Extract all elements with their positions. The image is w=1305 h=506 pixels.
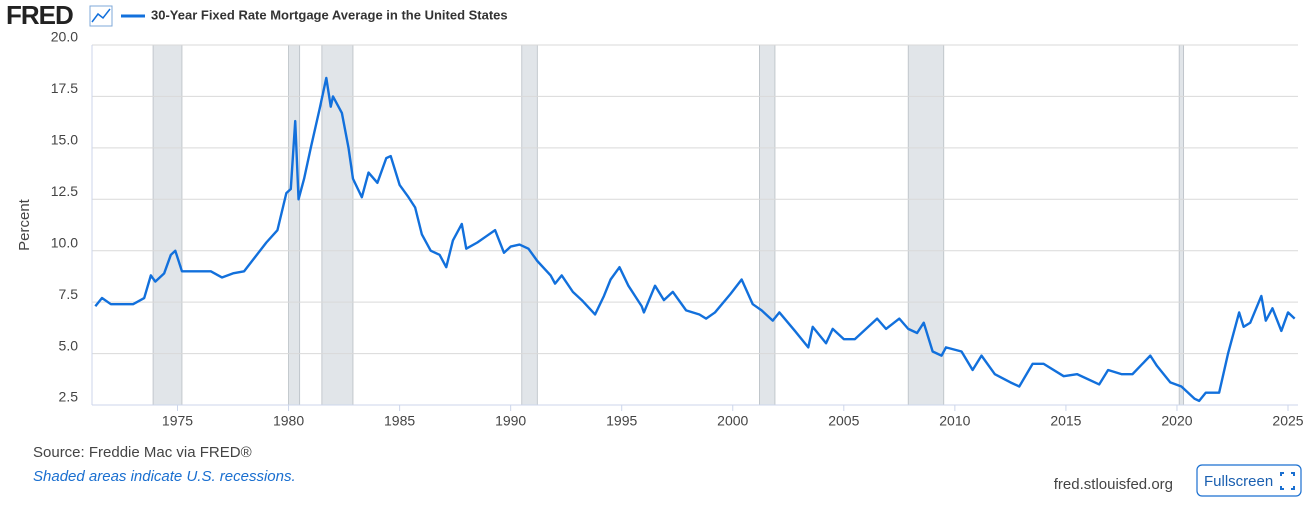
recession-band [759, 44, 776, 406]
x-tick-label: 1975 [162, 413, 193, 429]
x-tick-label: 1985 [384, 413, 415, 429]
button-label[interactable]: Fullscreen [1204, 473, 1273, 490]
x-tick-label: 1990 [495, 413, 526, 429]
y-tick-label: 17.5 [51, 80, 78, 96]
recession-band [288, 44, 301, 406]
series-line [94, 76, 1296, 403]
x-tick-label: 2005 [828, 413, 859, 429]
x-tick-label: 2020 [1161, 413, 1192, 429]
x-tick-label: 2015 [1050, 413, 1081, 429]
recession-band [152, 44, 183, 406]
brand-logo: FRED [6, 0, 73, 30]
recession-band [321, 44, 354, 406]
legend-label: 30-Year Fixed Rate Mortgage Average in t… [151, 7, 508, 22]
x-tick-label: 2010 [939, 413, 970, 429]
x-tick-label: 1995 [606, 413, 637, 429]
fullscreen-button[interactable]: Fullscreen [1196, 464, 1302, 497]
recession-band [521, 44, 538, 406]
x-tick-label: 2025 [1272, 413, 1303, 429]
y-tick-label: 12.5 [51, 183, 78, 199]
chart-icon [89, 5, 113, 27]
y-tick-label: 15.0 [51, 132, 78, 148]
footer-link[interactable]: fred.stlouisfed.org [1054, 476, 1173, 493]
y-tick-label: 10.0 [51, 234, 78, 250]
y-tick-label: 2.5 [59, 389, 79, 405]
recession-band [1178, 44, 1185, 406]
y-tick-label: 7.5 [59, 286, 79, 302]
y-axis-title: Percent [16, 198, 33, 251]
y-tick-label: 20.0 [51, 29, 78, 45]
recession-band [907, 44, 945, 406]
recession-note: Shaded areas indicate U.S. recessions. [33, 468, 296, 485]
x-tick-label: 2000 [717, 413, 748, 429]
x-tick-label: 1980 [273, 413, 304, 429]
source-note: Source: Freddie Mac via FRED® [33, 444, 252, 461]
y-tick-label: 5.0 [59, 337, 79, 353]
